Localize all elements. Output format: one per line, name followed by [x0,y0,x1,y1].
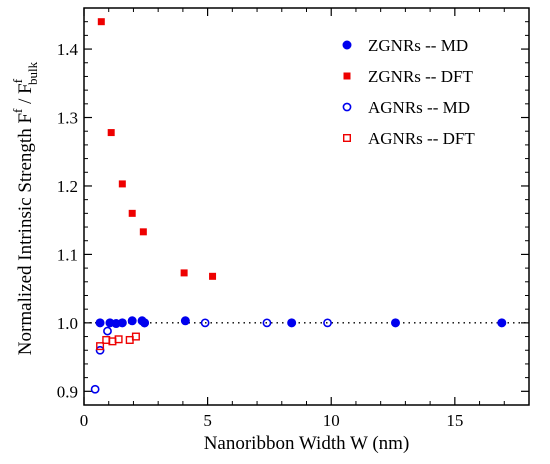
data-point [95,345,105,355]
data-point [323,318,332,328]
data-point [391,318,400,328]
data-point [127,316,137,326]
x-tick-label: 0 [80,411,89,430]
y-axis-title-sup2: f [10,78,25,83]
y-tick-label: 0.9 [57,382,78,401]
data-point [103,326,112,336]
legend-marker [343,72,351,80]
data-point [209,272,217,280]
x-tick-label: 5 [203,411,212,430]
data-point [497,318,507,328]
legend-label: ZGNRs -- DFT [368,67,473,86]
legend-marker [342,40,352,50]
data-point [90,384,100,394]
data-point [118,180,126,188]
plot-frame [83,7,530,406]
data-point [262,318,272,328]
y-axis-title-main: Normalized Intrinsic Strength F [15,113,36,355]
data-point [180,316,190,326]
series-1 [97,18,217,280]
data-point [287,318,297,328]
legend-label: AGNRs -- MD [368,98,470,117]
legend-label: AGNRs -- DFT [368,129,475,148]
x-axis-title: Nanoribbon Width W (nm) [204,433,410,454]
legend: ZGNRs -- MD ZGNRs -- DFT AGNRs -- MD AGNRs … [342,36,475,148]
data-point [200,318,210,328]
series-0 [95,316,507,329]
data-point [140,318,149,328]
legend-marker [343,133,352,142]
data-point [131,332,140,341]
y-axis-title-sub2: bulk [25,61,40,85]
x-tick-label: 15 [446,411,463,430]
data-point [139,228,147,236]
y-tick-label: 1.0 [57,314,78,333]
data-point [107,129,115,137]
y-tick-label: 1.3 [57,109,78,128]
data-points-layer [90,18,507,394]
y-axis-title-slash: / F [15,83,36,108]
data-point [114,335,123,344]
series-2 [90,318,332,394]
data-point [95,318,105,328]
y-tick-label: 1.4 [57,40,79,59]
data-point [180,269,188,277]
x-tick-label: 10 [323,411,340,430]
data-point [96,342,105,351]
tick-labels-layer: 0 5 10 15 0.9 1.0 1.1 1.2 1.3 1.4 [57,40,464,430]
y-tick-label: 1.2 [57,177,78,196]
data-point [128,209,136,217]
data-point [97,18,105,26]
data-point [117,318,127,328]
y-axis-title: Normalized Intrinsic Strength Ff / Ffbul… [10,61,40,355]
y-tick-label: 1.1 [57,245,78,264]
series-3 [96,332,140,351]
legend-label: ZGNRs -- MD [368,36,468,55]
y-axis-title-sup1: f [10,108,25,113]
legend-marker [342,102,352,112]
